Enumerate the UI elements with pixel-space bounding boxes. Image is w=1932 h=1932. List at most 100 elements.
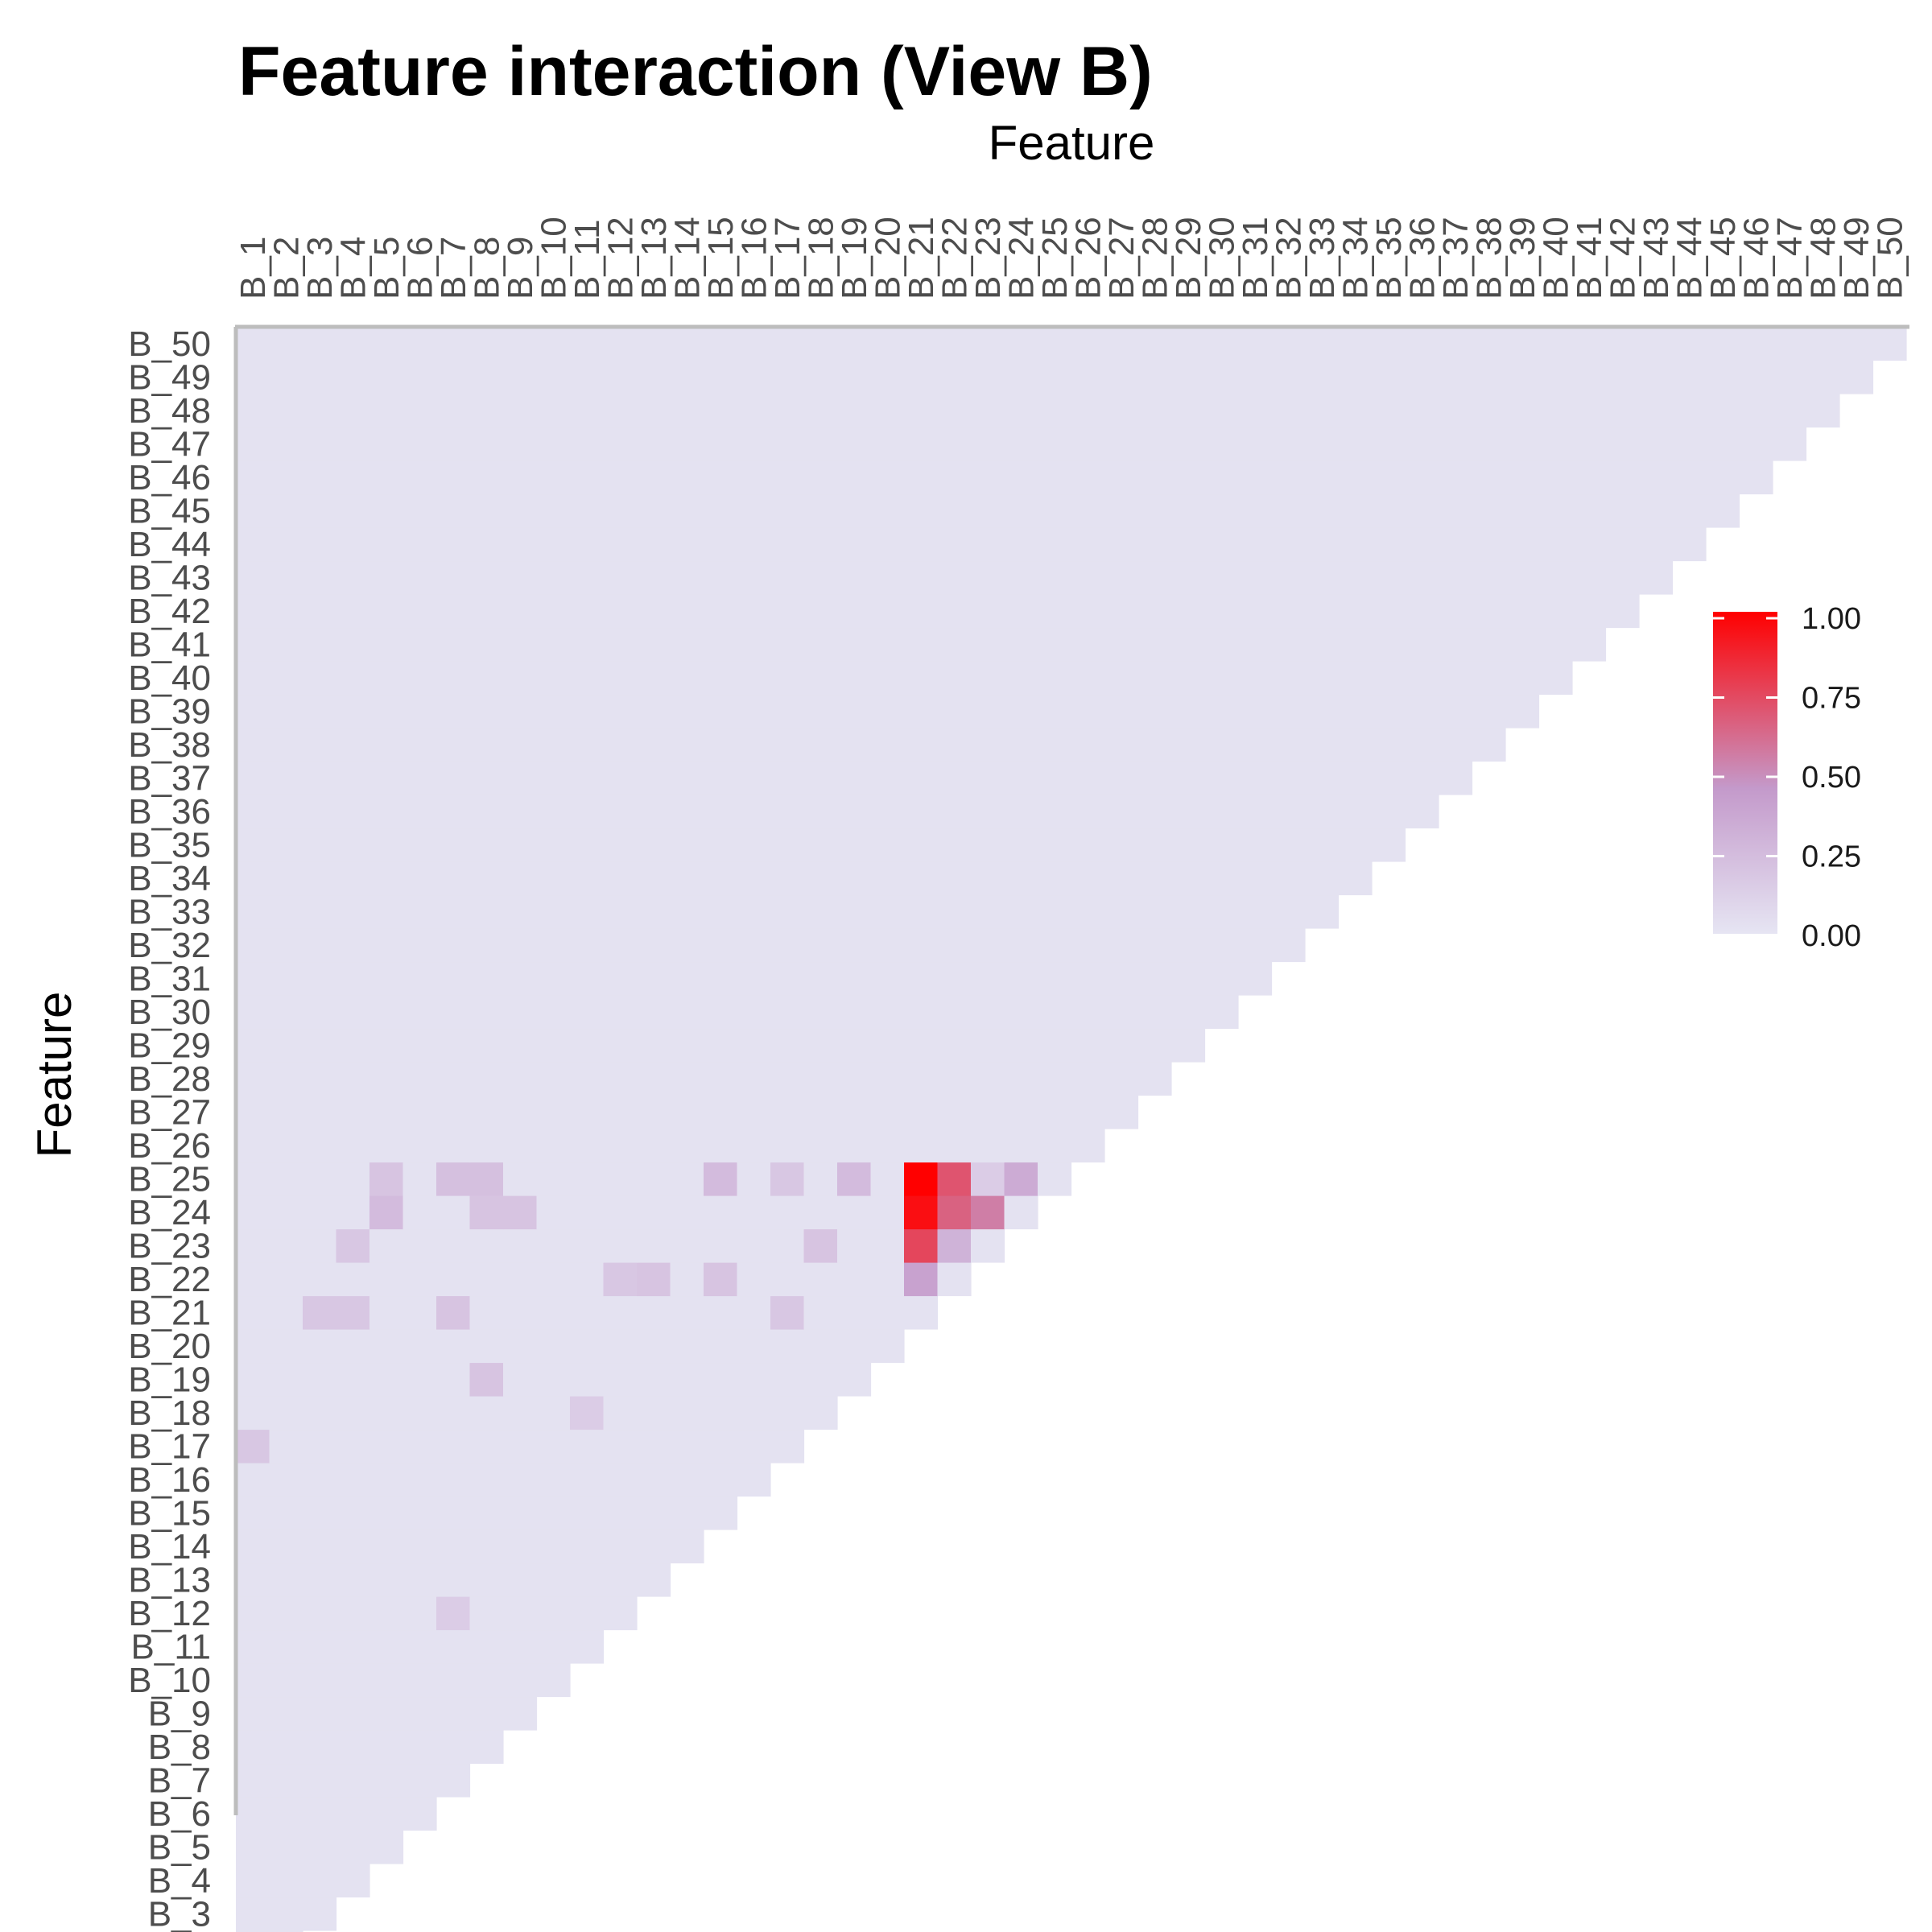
- heatmap-cell: [469, 493, 504, 528]
- heatmap-cell: [1204, 894, 1239, 929]
- heatmap-cell: [904, 894, 939, 929]
- heatmap-cell: [1038, 594, 1072, 629]
- heatmap-cell: [971, 427, 1005, 461]
- y-tick-label: B_46: [128, 458, 211, 497]
- heatmap-cell: [1439, 594, 1473, 629]
- heatmap-cell: [904, 394, 939, 428]
- heatmap-cell: [503, 327, 538, 361]
- heatmap-cell: [1405, 694, 1439, 729]
- y-tick-label: B_41: [128, 625, 211, 664]
- heatmap-cell: [303, 627, 337, 662]
- heatmap-cell: [536, 1530, 571, 1564]
- heatmap-cell: [1472, 460, 1506, 495]
- heatmap-cell: [704, 1329, 738, 1364]
- heatmap-cell: [1672, 460, 1707, 495]
- heatmap-cell: [704, 728, 738, 762]
- heatmap-cell: [369, 961, 404, 996]
- heatmap-cell: [469, 1362, 504, 1397]
- heatmap-cell: [937, 828, 972, 862]
- heatmap-cell: [436, 1596, 471, 1631]
- heatmap-cell: [503, 1429, 538, 1463]
- heatmap-cell: [803, 360, 838, 394]
- legend-tick-label: 0.50: [1802, 761, 1861, 795]
- heatmap-cell: [236, 1629, 270, 1664]
- heatmap-cell: [1171, 560, 1206, 595]
- heatmap-cell: [369, 560, 404, 595]
- x-tick-label: B_8: [467, 237, 506, 299]
- heatmap-cell: [904, 1295, 939, 1330]
- heatmap-cell: [269, 1563, 303, 1597]
- heatmap-cell: [971, 728, 1005, 762]
- heatmap-cell: [1639, 493, 1674, 528]
- heatmap-cell: [303, 795, 337, 829]
- heatmap-cell: [670, 1095, 704, 1129]
- heatmap-cell: [1004, 795, 1038, 829]
- heatmap-cell: [503, 1530, 538, 1564]
- heatmap-cell: [1271, 894, 1306, 929]
- heatmap-cell: [603, 1028, 638, 1063]
- heatmap-cell: [402, 1396, 437, 1430]
- heatmap-cell: [1338, 560, 1373, 595]
- heatmap-cell: [737, 694, 771, 729]
- heatmap-cell: [402, 694, 437, 729]
- heatmap-cell: [803, 1062, 838, 1096]
- heatmap-cells: [236, 327, 1907, 1932]
- x-tick-label: B_44: [1670, 217, 1709, 299]
- heatmap-cell: [1739, 394, 1773, 428]
- heatmap-cell: [469, 1530, 504, 1564]
- heatmap-cell: [1004, 427, 1038, 461]
- heatmap-cell: [870, 327, 905, 361]
- heatmap-cell: [704, 795, 738, 829]
- heatmap-cell: [503, 694, 538, 729]
- heatmap-cell: [637, 694, 671, 729]
- heatmap-cell: [1338, 527, 1373, 562]
- heatmap-cell: [503, 1028, 538, 1063]
- heatmap-cell: [837, 1062, 872, 1096]
- heatmap-cell: [1605, 560, 1640, 595]
- heatmap-cell: [402, 1129, 437, 1163]
- heatmap-cell: [236, 861, 270, 896]
- heatmap-cell: [603, 1563, 638, 1597]
- heatmap-cell: [369, 1730, 404, 1765]
- heatmap-cell: [1071, 894, 1105, 929]
- heatmap-cell: [803, 560, 838, 595]
- heatmap-cell: [870, 1062, 905, 1096]
- heatmap-cell: [770, 527, 805, 562]
- heatmap-cell: [803, 894, 838, 929]
- heatmap-cell: [1305, 460, 1340, 495]
- heatmap-cell: [469, 1730, 504, 1765]
- heatmap-cell: [402, 861, 437, 896]
- heatmap-cell: [269, 1362, 303, 1397]
- x-tick-label: B_15: [701, 217, 741, 299]
- heatmap-cell: [1238, 928, 1273, 963]
- heatmap-cell: [971, 460, 1005, 495]
- heatmap-cell: [904, 594, 939, 629]
- y-tick-label: B_30: [128, 993, 211, 1032]
- heatmap-cell: [1572, 427, 1607, 461]
- y-tick-label: B_17: [128, 1426, 211, 1466]
- heatmap-cell: [1739, 427, 1773, 461]
- heatmap-cell: [1472, 527, 1506, 562]
- heatmap-cell: [570, 1028, 605, 1063]
- heatmap-cell: [1004, 560, 1038, 595]
- heatmap-cell: [402, 527, 437, 562]
- heatmap-cell: [837, 795, 872, 829]
- heatmap-cell: [704, 560, 738, 595]
- heatmap-cell: [336, 394, 370, 428]
- heatmap-cell: [269, 1463, 303, 1497]
- heatmap-cell: [436, 694, 471, 729]
- heatmap-cell: [303, 1195, 337, 1230]
- y-tick-label: B_23: [128, 1226, 211, 1265]
- heatmap-cell: [570, 594, 605, 629]
- heatmap-cell: [536, 761, 571, 795]
- heatmap-cell: [1372, 493, 1406, 528]
- heatmap-cell: [704, 327, 738, 361]
- heatmap-cell: [870, 828, 905, 862]
- heatmap-cell: [971, 394, 1005, 428]
- heatmap-cell: [1038, 1028, 1072, 1063]
- heatmap-cell: [1137, 795, 1172, 829]
- heatmap-cell: [1038, 493, 1072, 528]
- heatmap-cell: [1038, 1062, 1072, 1096]
- heatmap-cell: [303, 1295, 337, 1330]
- heatmap-cell: [1538, 327, 1573, 361]
